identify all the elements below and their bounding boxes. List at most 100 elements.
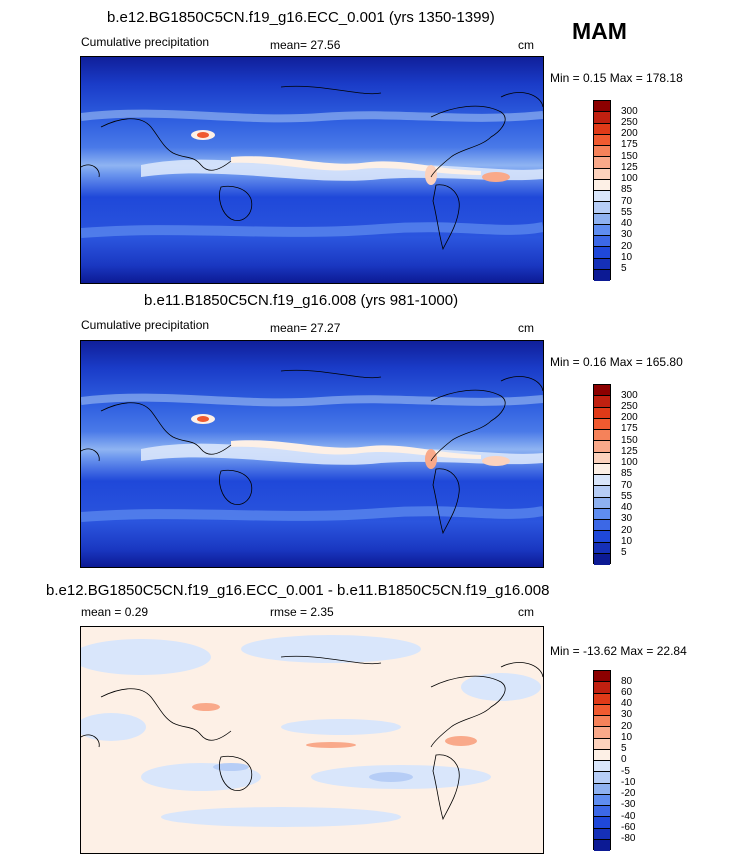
panel-1-level-label: 55 bbox=[621, 207, 633, 218]
colorbar-cell bbox=[594, 247, 610, 259]
colorbar-cell bbox=[594, 224, 610, 236]
colorbar-cell bbox=[594, 704, 610, 716]
panel-1-level-label: 100 bbox=[621, 173, 638, 184]
panel-3-level-label: -5 bbox=[621, 766, 630, 777]
panel-1-level-label: 200 bbox=[621, 128, 638, 139]
panel-1-level-label: 5 bbox=[621, 263, 627, 274]
panel-3-level-label: 10 bbox=[621, 732, 633, 743]
panel-1-level-label: 175 bbox=[621, 139, 638, 150]
panel-1-level-label: 150 bbox=[621, 151, 638, 162]
panel-3-level-label: -20 bbox=[621, 788, 636, 799]
colorbar-cell bbox=[594, 531, 610, 543]
panel-3-units: cm bbox=[518, 605, 534, 619]
colorbar-cell bbox=[594, 430, 610, 442]
colorbar-cell bbox=[594, 772, 610, 784]
panel-1-level-label: 20 bbox=[621, 241, 633, 252]
colorbar-cell bbox=[594, 191, 610, 203]
panel-1-level-label: 40 bbox=[621, 218, 633, 229]
panel-2-level-label: 85 bbox=[621, 468, 633, 479]
colorbar-cell bbox=[594, 817, 610, 829]
colorbar-cell bbox=[594, 134, 610, 146]
colorbar-cell bbox=[594, 839, 610, 851]
colorbar-cell bbox=[594, 463, 610, 475]
panel-1-mean: mean= 27.56 bbox=[270, 38, 341, 52]
colorbar-cell bbox=[594, 738, 610, 750]
panel-3-level-label: 80 bbox=[621, 676, 633, 687]
colorbar-cell bbox=[594, 727, 610, 739]
panel-3-level-label: -60 bbox=[621, 822, 636, 833]
panel-2-level-label: 100 bbox=[621, 457, 638, 468]
colorbar-cell bbox=[594, 123, 610, 135]
panel-1-left-label: Cumulative precipitation bbox=[81, 35, 210, 49]
colorbar-cell bbox=[594, 783, 610, 795]
colorbar-cell bbox=[594, 553, 610, 565]
colorbar-cell bbox=[594, 828, 610, 840]
panel-1-units: cm bbox=[518, 38, 534, 52]
panel-2-level-label: 200 bbox=[621, 412, 638, 423]
panel-3-level-label: 60 bbox=[621, 687, 633, 698]
panel-2-level-label: 125 bbox=[621, 446, 638, 457]
colorbar-cell bbox=[594, 520, 610, 532]
colorbar-cell bbox=[594, 716, 610, 728]
panel-3-level-label: 5 bbox=[621, 743, 627, 754]
panel-3-level-label: -40 bbox=[621, 811, 636, 822]
colorbar-cell bbox=[594, 236, 610, 248]
season-label: MAM bbox=[572, 18, 627, 44]
panel-1-level-label: 10 bbox=[621, 252, 633, 263]
colorbar-cell bbox=[594, 794, 610, 806]
colorbar-cell bbox=[594, 202, 610, 214]
panel-3-mean: mean = 0.29 bbox=[81, 605, 149, 619]
panel-2-level-label: 10 bbox=[621, 536, 633, 547]
colorbar-cell bbox=[594, 671, 610, 683]
panel-3-level-label: 0 bbox=[621, 754, 627, 765]
panel-1-level-label: 85 bbox=[621, 184, 633, 195]
panel-3-colorbar bbox=[593, 670, 611, 851]
panel-1-level-label: 300 bbox=[621, 106, 638, 117]
panel-3-rmse: rmse = 2.35 bbox=[270, 605, 334, 619]
colorbar-cell bbox=[594, 407, 610, 419]
panel-1-level-label: 125 bbox=[621, 162, 638, 173]
colorbar-cell bbox=[594, 497, 610, 509]
panel-2-minmax: Min = 0.16 Max = 165.80 bbox=[550, 355, 683, 369]
colorbar-cell bbox=[594, 542, 610, 554]
colorbar-cell bbox=[594, 749, 610, 761]
panel-3-level-label: -10 bbox=[621, 777, 636, 788]
panel-3-minmax: Min = -13.62 Max = 22.84 bbox=[550, 644, 687, 658]
panel-3-level-label: 20 bbox=[621, 721, 633, 732]
colorbar-cell bbox=[594, 146, 610, 158]
panel-1-level-label: 250 bbox=[621, 117, 638, 128]
colorbar-cell bbox=[594, 258, 610, 270]
colorbar-cell bbox=[594, 101, 610, 113]
panel-1-colorbar bbox=[593, 100, 611, 281]
colorbar-cell bbox=[594, 475, 610, 487]
colorbar-cell bbox=[594, 508, 610, 520]
colorbar-cell bbox=[594, 693, 610, 705]
colorbar-cell bbox=[594, 682, 610, 694]
panel-2-level-label: 175 bbox=[621, 423, 638, 434]
panel-1-title: b.e12.BG1850C5CN.f19_g16.ECC_0.001 (yrs … bbox=[107, 9, 495, 26]
colorbar-cell bbox=[594, 112, 610, 124]
panel-3-level-label: -30 bbox=[621, 799, 636, 810]
colorbar-cell bbox=[594, 806, 610, 818]
panel-2-level-label: 300 bbox=[621, 390, 638, 401]
colorbar-cell bbox=[594, 269, 610, 281]
colorbar-cell bbox=[594, 179, 610, 191]
panel-2-level-label: 5 bbox=[621, 547, 627, 558]
panel-3-title: b.e12.BG1850C5CN.f19_g16.ECC_0.001 - b.e… bbox=[46, 582, 550, 599]
colorbar-cell bbox=[594, 157, 610, 169]
panel-2-level-label: 55 bbox=[621, 491, 633, 502]
panel-2-level-label: 70 bbox=[621, 480, 633, 491]
panel-2-mean: mean= 27.27 bbox=[270, 321, 341, 335]
panel-1-level-label: 30 bbox=[621, 229, 633, 240]
panel-2-colorbar bbox=[593, 384, 611, 565]
colorbar-cell bbox=[594, 396, 610, 408]
colorbar-cell bbox=[594, 418, 610, 430]
colorbar-cell bbox=[594, 213, 610, 225]
panel-2-level-label: 250 bbox=[621, 401, 638, 412]
panel-2-level-label: 40 bbox=[621, 502, 633, 513]
panel-3-level-label: -80 bbox=[621, 833, 636, 844]
panel-2-level-label: 30 bbox=[621, 513, 633, 524]
panel-1-level-label: 70 bbox=[621, 196, 633, 207]
panel-3-level-label: 40 bbox=[621, 698, 633, 709]
colorbar-cell bbox=[594, 486, 610, 498]
